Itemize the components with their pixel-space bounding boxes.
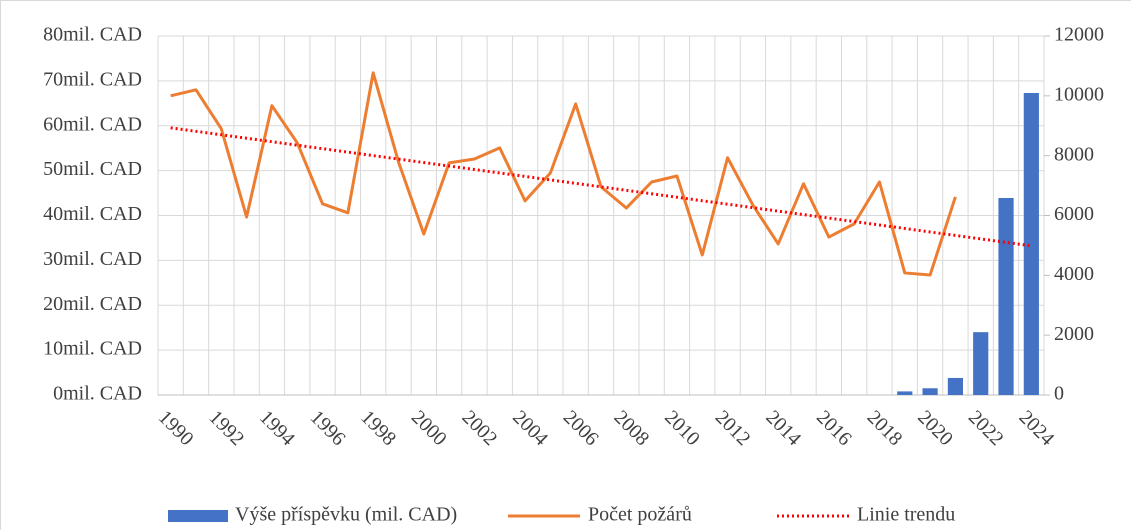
legend-label: Linie trendu [857,504,955,526]
x-tick-label: 2024 [1015,406,1059,450]
y-tick-label: 80mil. CAD [43,24,142,46]
legend-swatch [168,510,228,522]
bar [897,391,913,395]
x-tick-label: 1992 [205,406,249,450]
x-tick-label: 2006 [559,406,603,450]
x-tick-label: 2000 [407,406,451,450]
y-tick-label: 50mil. CAD [43,158,142,180]
bar [922,388,938,395]
x-tick-label: 2012 [711,406,755,450]
y2-tick-label: 2000 [1054,323,1094,345]
y2-tick-label: 6000 [1054,203,1094,225]
y-tick-label: 70mil. CAD [43,68,142,90]
bar [973,332,989,395]
bar [1023,92,1039,396]
y2-tick-label: 4000 [1054,263,1094,285]
x-tick-label: 1998 [356,406,400,450]
legend-label: Počet požárů [588,504,692,526]
y-tick-label: 0mil. CAD [53,383,142,405]
y-tick-label: 10mil. CAD [43,338,142,360]
y2-tick-label: 12000 [1054,24,1104,46]
x-tick-label: 1994 [255,406,299,450]
x-tick-label: 2016 [812,406,856,450]
x-tick-label: 1996 [306,406,350,450]
y2-tick-label: 8000 [1054,143,1094,165]
y2-tick-label: 10000 [1054,83,1104,105]
bar [947,377,963,395]
x-tick-label: 2022 [964,406,1008,450]
x-tick-label: 2014 [761,406,805,450]
legend-label: Výše příspěvku (mil. CAD) [235,504,457,526]
y-tick-label: 60mil. CAD [43,113,142,135]
x-tick-label: 2010 [660,406,704,450]
x-tick-label: 2008 [610,406,654,450]
x-tick-label: 2018 [863,406,907,450]
y-tick-label: 30mil. CAD [43,248,142,270]
bar [998,197,1014,395]
y-tick-label: 20mil. CAD [43,293,142,315]
y2-tick-label: 0 [1054,383,1064,405]
line [170,71,957,277]
y-tick-label: 40mil. CAD [43,203,142,225]
x-tick-label: 1990 [154,406,198,450]
x-tick-label: 2002 [458,406,502,450]
x-tick-label: 2004 [508,406,552,450]
x-tick-label: 2020 [913,406,957,450]
